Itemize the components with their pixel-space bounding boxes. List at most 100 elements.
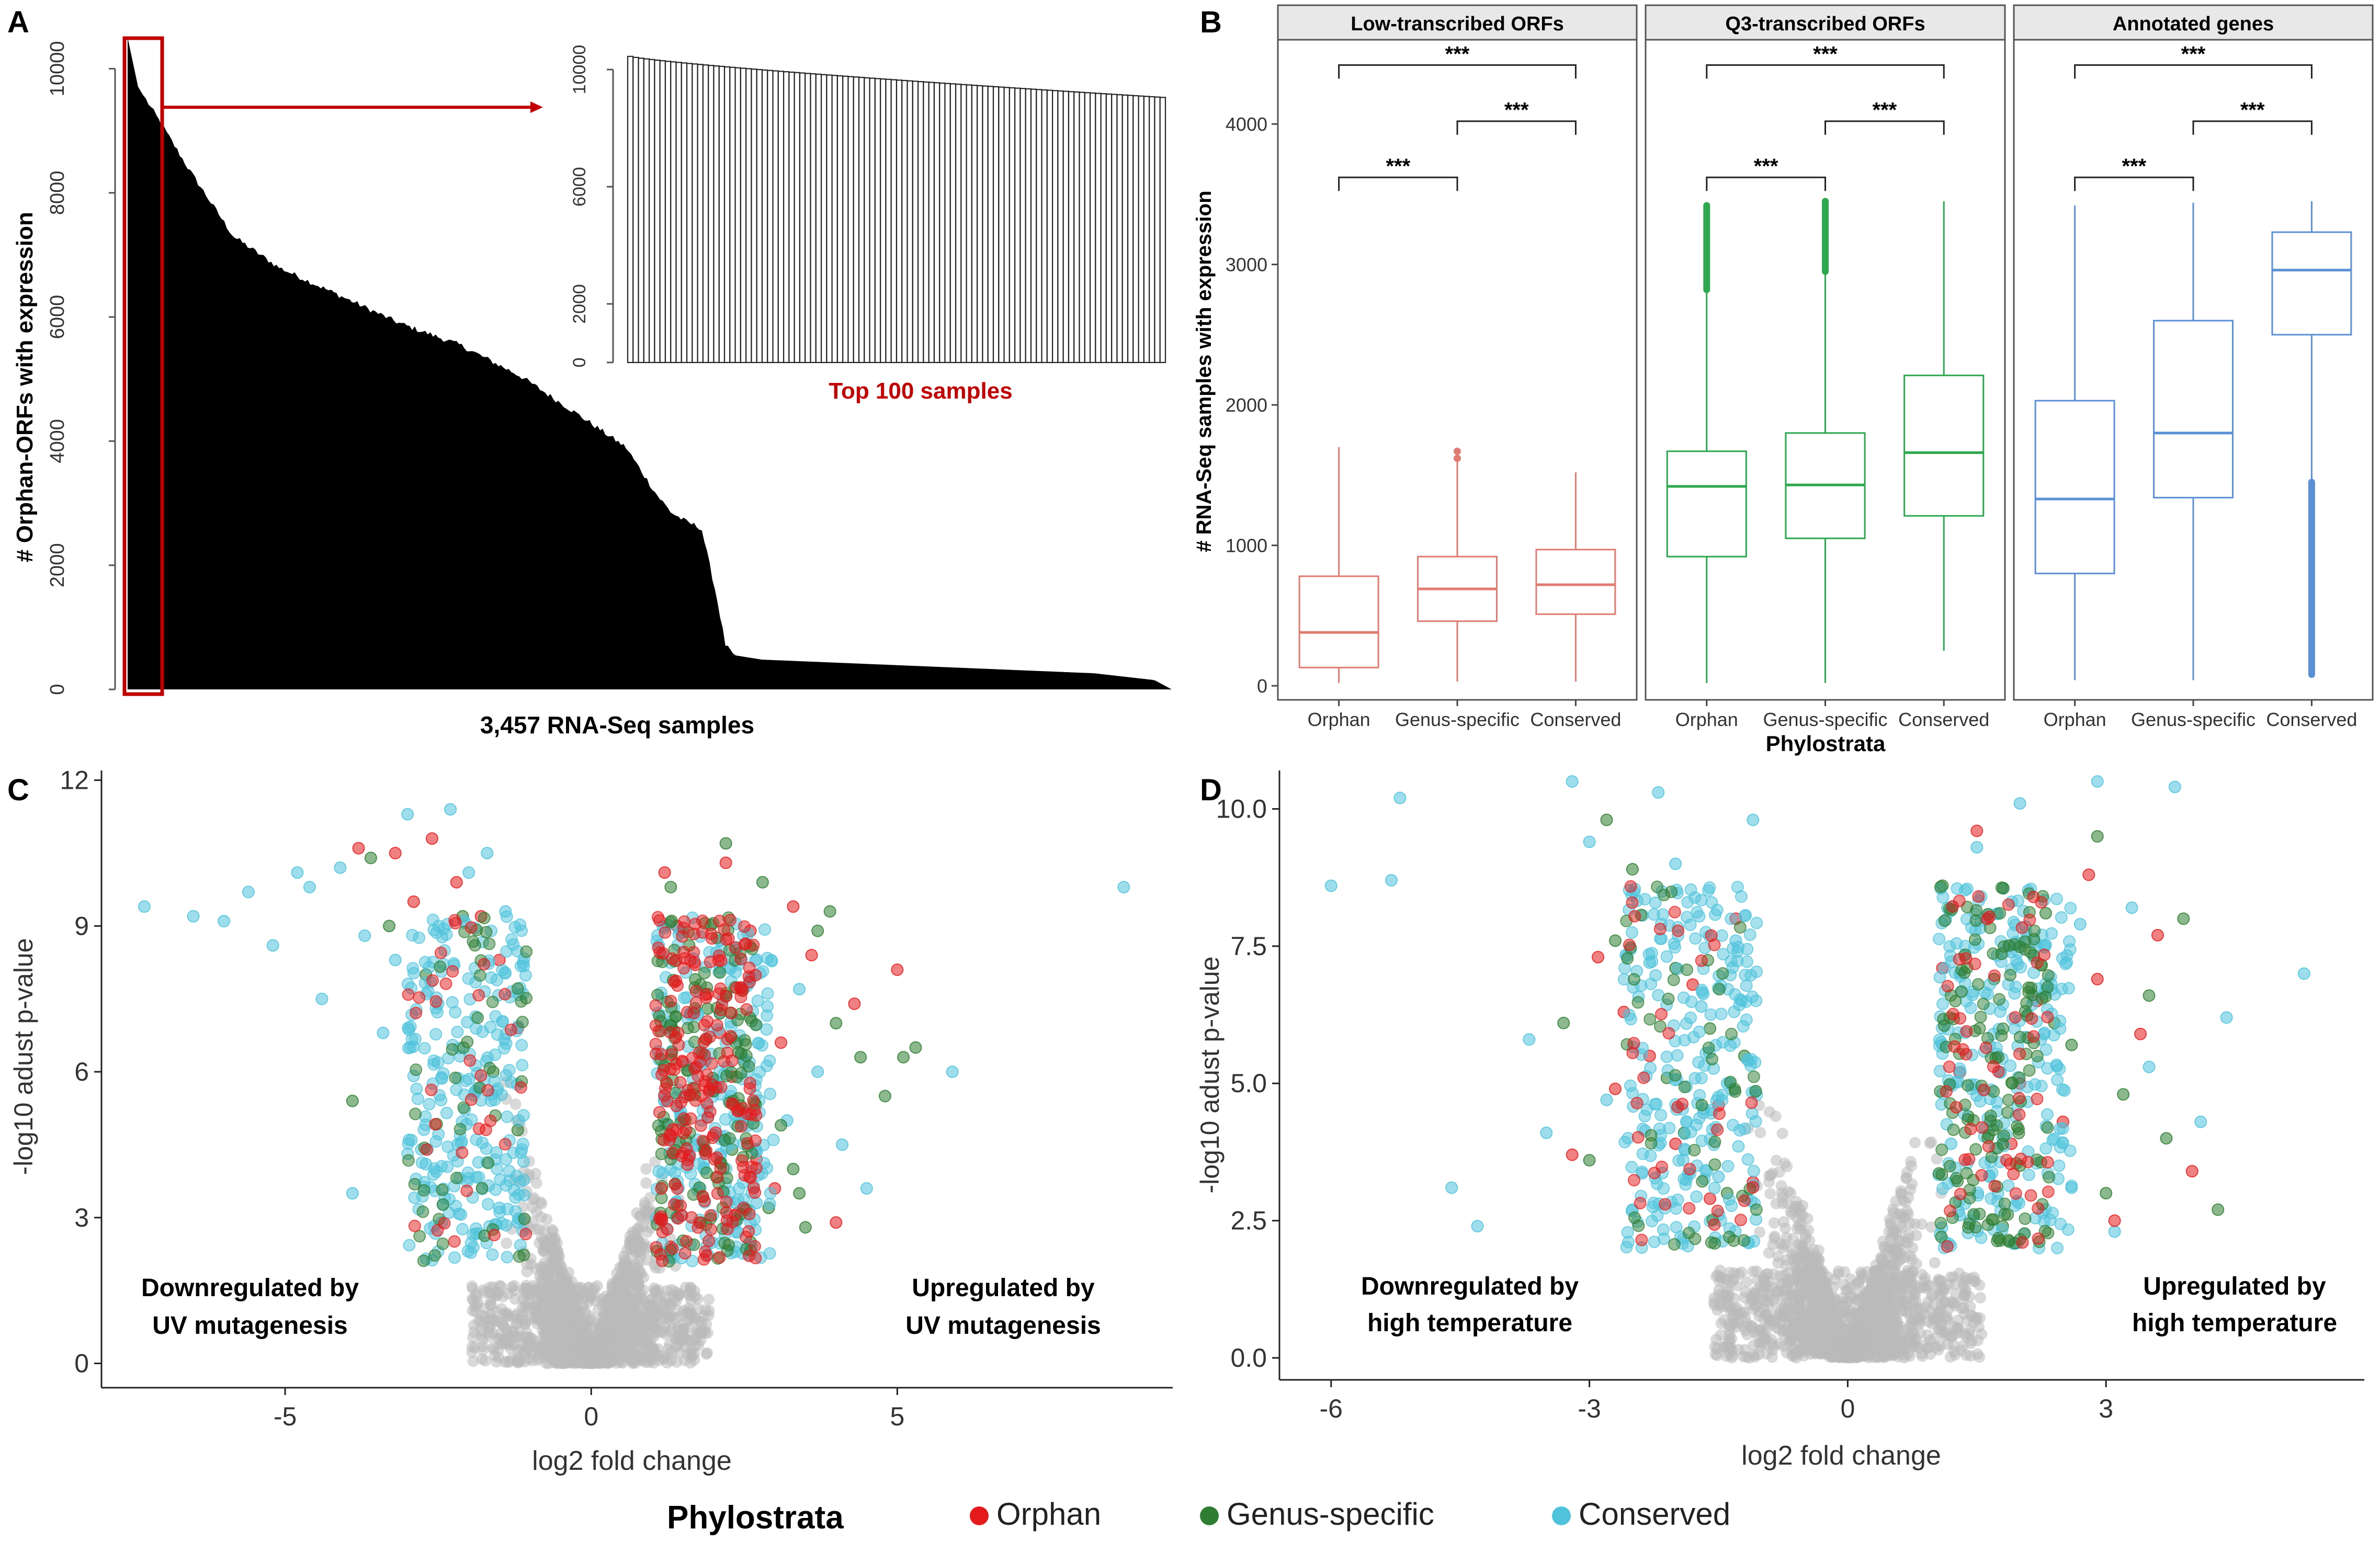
- point-dense: [661, 1095, 674, 1108]
- point-genus-specific: [909, 1041, 922, 1054]
- b-x-tick-label: Conserved: [2266, 709, 2357, 730]
- point-dense: [473, 969, 486, 982]
- point-dense: [488, 1229, 501, 1242]
- panel-d-letter: D: [1200, 773, 1222, 807]
- inset-bar: [723, 66, 731, 364]
- point-dense: [734, 1067, 747, 1080]
- point-dense: [649, 999, 662, 1012]
- panel-a-letter: A: [7, 5, 29, 39]
- panel-c-annotation-down-2: UV mutagenesis: [152, 1312, 347, 1340]
- inset-bar: [718, 65, 726, 364]
- grey-point: [703, 1294, 715, 1306]
- point-genus-specific: [346, 1094, 359, 1107]
- point-dense: [709, 1126, 722, 1139]
- inset-bar: [836, 75, 844, 364]
- inset-title: Top 100 samples: [829, 378, 1012, 404]
- inset-bar: [1084, 92, 1091, 364]
- point-dense: [714, 1004, 727, 1017]
- inset-bar: [654, 59, 661, 364]
- point-dense: [665, 914, 678, 927]
- point-dense: [446, 996, 459, 1009]
- point-dense: [655, 1182, 668, 1195]
- grey-point: [506, 1325, 518, 1337]
- point-dense: [516, 1059, 529, 1072]
- grey-point: [631, 1223, 643, 1235]
- b-y-tick-label: 3000: [1226, 254, 1267, 276]
- inset-bar: [783, 71, 790, 364]
- point-orphan: [719, 856, 732, 869]
- point-dense: [416, 1205, 429, 1218]
- point-orphan: [389, 846, 402, 859]
- point-dense: [478, 912, 491, 925]
- point-dense: [678, 1247, 692, 1260]
- grey-point: [1782, 1186, 1794, 1198]
- point-dense: [742, 1060, 755, 1073]
- inset-bar: [772, 70, 779, 364]
- grey-point: [535, 1282, 547, 1294]
- grey-point: [477, 1333, 489, 1345]
- point-dense: [486, 1248, 499, 1261]
- inset-bar: [686, 63, 693, 364]
- inset-bar: [767, 70, 774, 364]
- point-conserved: [462, 866, 475, 879]
- b-box: [1903, 375, 1985, 517]
- inset-bar: [815, 73, 822, 364]
- inset-bar: [1159, 97, 1166, 364]
- inset-bar: [820, 74, 828, 364]
- grey-point: [495, 1280, 507, 1292]
- point-dense: [498, 1033, 511, 1046]
- inset-bar: [745, 68, 752, 364]
- point-dense: [720, 1195, 733, 1208]
- grey-point: [527, 1201, 539, 1213]
- point-dense: [520, 945, 533, 958]
- inset-bar: [1089, 92, 1096, 364]
- point-dense: [474, 1069, 488, 1082]
- point-dense: [670, 954, 683, 967]
- point-orphan: [787, 900, 800, 913]
- point-dense: [429, 995, 443, 1008]
- point-dense: [701, 1111, 715, 1124]
- point-dense: [441, 1160, 454, 1173]
- point-dense: [423, 1097, 436, 1110]
- highlight-arrow-head: [530, 101, 543, 113]
- grey-point: [1894, 1247, 1906, 1259]
- point-dense: [517, 1155, 530, 1168]
- grey-point: [509, 1098, 522, 1110]
- grey-point: [619, 1283, 631, 1295]
- b-facet-title: Low-transcribed ORFs: [1351, 13, 1564, 35]
- b-y-tick-label: 4000: [1226, 114, 1267, 135]
- inset-bar: [853, 76, 860, 364]
- point-dense: [415, 1156, 428, 1169]
- grey-point: [534, 1348, 546, 1360]
- b-significance-bracket: [1456, 120, 1577, 135]
- point-dense: [722, 1239, 735, 1252]
- point-dense: [711, 1187, 724, 1200]
- inset-bar: [670, 61, 677, 364]
- point-dense: [436, 1198, 449, 1211]
- grey-point: [492, 1333, 504, 1345]
- panel-c-nonsignificant-cloud: [466, 1076, 715, 1369]
- point-dense: [651, 989, 664, 1002]
- inset-bar: [756, 69, 763, 364]
- point-genus-specific: [719, 837, 732, 850]
- grey-point: [671, 1312, 683, 1324]
- b-x-tick-label: Conserved: [1898, 709, 1989, 730]
- point-dense: [684, 1112, 697, 1125]
- point-dense: [664, 1163, 677, 1176]
- point-genus-specific: [364, 852, 377, 865]
- point-dense: [676, 930, 689, 943]
- point-dense: [659, 926, 672, 939]
- inset-bar: [713, 65, 720, 364]
- inset-bar: [1105, 93, 1113, 364]
- inset-bar: [675, 62, 682, 364]
- point-dense: [438, 1217, 451, 1230]
- point-dense: [517, 1249, 530, 1262]
- point-dense: [680, 1235, 693, 1248]
- point-dense: [408, 1177, 421, 1190]
- inset-bar: [847, 76, 854, 364]
- point-dense: [674, 1096, 687, 1109]
- point-dense: [713, 914, 726, 927]
- point-dense: [501, 1203, 514, 1216]
- grey-point: [662, 1312, 674, 1324]
